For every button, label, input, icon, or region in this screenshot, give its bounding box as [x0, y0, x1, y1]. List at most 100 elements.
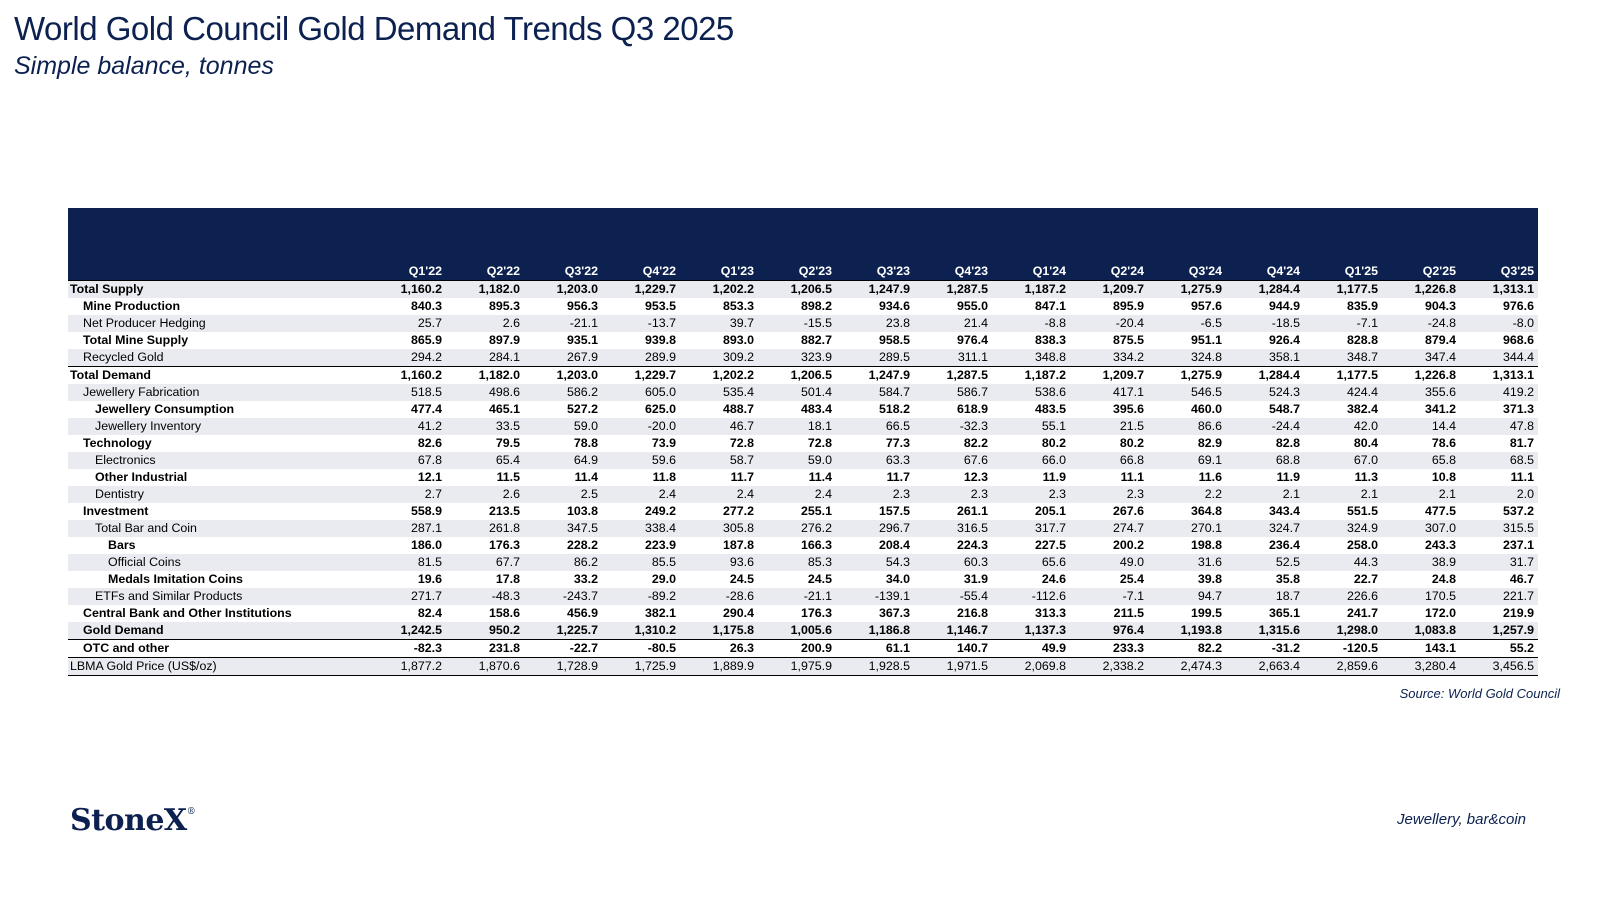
table-cell: 11.5 [496, 470, 520, 484]
table-cell: 67.7 [446, 554, 524, 571]
table-cell: 42.0 [1304, 418, 1382, 435]
table-cell: 1,202.2 [680, 280, 758, 298]
table-cell: 1,315.6 [1226, 622, 1304, 640]
table-cell: 59.0 [524, 418, 602, 435]
table-cell: 1,298.0 [1304, 622, 1382, 640]
table-cell: 518.2 [878, 402, 910, 416]
row-label: Total Demand [68, 366, 368, 384]
table-cell: 2.0 [1460, 486, 1538, 503]
table-cell: 1,247.9 [836, 280, 914, 298]
table-cell: 893.0 [722, 333, 754, 347]
table-cell: 270.1 [1148, 520, 1226, 537]
table-cell: 11.1 [1510, 470, 1534, 484]
table-cell: 205.1 [1034, 504, 1066, 518]
table-cell: 882.7 [800, 333, 832, 347]
table-cell: 66.0 [992, 452, 1070, 469]
table-cell: 625.0 [644, 402, 676, 416]
table-cell: -55.4 [914, 588, 992, 605]
table-row: Jewellery Fabrication 518.5 498.6 586.2 605.… [68, 384, 1538, 401]
table-cell: 18.1 [758, 418, 836, 435]
table-cell: 2.1 [1382, 486, 1460, 503]
table-cell: 538.6 [992, 384, 1070, 401]
table-cell: 1,313.1 [1460, 280, 1538, 298]
table-cell: 879.4 [1424, 333, 1456, 347]
table-cell: 2.4 [602, 486, 680, 503]
table-cell: 2.1 [1226, 486, 1304, 503]
table-cell: 1,187.2 [992, 280, 1070, 298]
table-cell: 953.5 [644, 299, 676, 313]
table-cell: -24.4 [1226, 418, 1304, 435]
column-header: Q1'22 [368, 262, 446, 281]
row-label: Investment [83, 504, 149, 518]
table-cell: 49.9 [1041, 641, 1066, 655]
table-cell: 86.2 [524, 554, 602, 571]
table-cell: 483.4 [800, 402, 832, 416]
table-cell: 382.1 [644, 606, 676, 620]
page-title: World Gold Council Gold Demand Trends Q3… [14, 10, 734, 47]
column-header: Q2'24 [1070, 262, 1148, 281]
table-cell: 65.6 [992, 554, 1070, 571]
table-cell: 26.3 [729, 641, 754, 655]
row-label: Total Supply [68, 280, 368, 298]
table-cell: 59.6 [602, 452, 680, 469]
table-cell: 316.5 [914, 520, 992, 537]
table-cell: 2.6 [446, 486, 524, 503]
table-cell: 518.5 [368, 384, 446, 401]
table-cell: 853.3 [722, 299, 754, 313]
table-cell: 261.1 [956, 504, 988, 518]
table-cell: 586.2 [524, 384, 602, 401]
table-cell: 935.1 [566, 333, 598, 347]
table-cell: -89.2 [602, 588, 680, 605]
table-row: Bars 186.0 176.3 228.2 223.9 187.8 166.3 208.4 2… [68, 537, 1538, 554]
table-cell: 31.7 [1460, 554, 1538, 571]
table-cell: 24.5 [807, 572, 832, 586]
table-cell: 44.3 [1304, 554, 1382, 571]
table-row: Total Bar and Coin 287.1 261.8 347.5 338.4 30… [68, 520, 1538, 537]
column-header: Q1'23 [680, 262, 758, 281]
table-cell: 417.1 [1070, 384, 1148, 401]
table-cell: -28.6 [680, 588, 758, 605]
table-cell: 976.6 [1502, 299, 1534, 313]
table-cell: 586.7 [914, 384, 992, 401]
table-cell: -48.3 [446, 588, 524, 605]
table-cell: 535.4 [680, 384, 758, 401]
table-cell: 77.3 [885, 436, 910, 450]
table-cell: 307.0 [1382, 520, 1460, 537]
table-cell: 11.7 [886, 470, 910, 484]
table-cell: 67.0 [1304, 452, 1382, 469]
table-cell: 11.4 [808, 470, 832, 484]
table-row: Total Demand 1,160.2 1,182.0 1,203.0 1,229.7… [68, 366, 1538, 384]
table-cell: 31.9 [963, 572, 988, 586]
table-cell: 958.5 [878, 333, 910, 347]
table-cell: 358.1 [1226, 349, 1304, 367]
table-cell: 364.8 [1190, 504, 1222, 518]
row-label: Bars [108, 538, 136, 552]
table-cell: 66.8 [1070, 452, 1148, 469]
table-cell: 944.9 [1268, 299, 1300, 313]
table-cell: 82.8 [1275, 436, 1300, 450]
table-row: ETFs and Similar Products 271.7 -48.3 -243.… [68, 588, 1538, 605]
row-label: Jewellery Fabrication [68, 384, 368, 401]
table-cell: 1,247.9 [836, 366, 914, 384]
table-cell: -82.3 [413, 641, 442, 655]
table-cell: -7.1 [1070, 588, 1148, 605]
table-cell: 274.7 [1070, 520, 1148, 537]
table-cell: 10.8 [1431, 470, 1456, 484]
table-cell: 52.5 [1226, 554, 1304, 571]
table-cell: 847.1 [1034, 299, 1066, 313]
table-cell: 72.8 [807, 436, 832, 450]
column-header: Q4'22 [602, 262, 680, 281]
table-cell: 213.5 [488, 504, 520, 518]
table-cell: 1,083.8 [1382, 622, 1460, 640]
table-cell: 21.4 [914, 315, 992, 332]
table-cell: 61.1 [885, 641, 910, 655]
table-cell: -15.5 [758, 315, 836, 332]
table-cell: 216.8 [956, 606, 988, 620]
table-header-band [68, 208, 1538, 262]
row-label: Mine Production [83, 299, 181, 313]
table-cell: -18.5 [1226, 315, 1304, 332]
table-cell: 309.2 [680, 349, 758, 367]
table-cell: 898.2 [800, 299, 832, 313]
table-row: Mine Production 840.3 895.3 956.3 953.5 853.3… [68, 298, 1538, 315]
table-cell: 157.5 [878, 504, 910, 518]
